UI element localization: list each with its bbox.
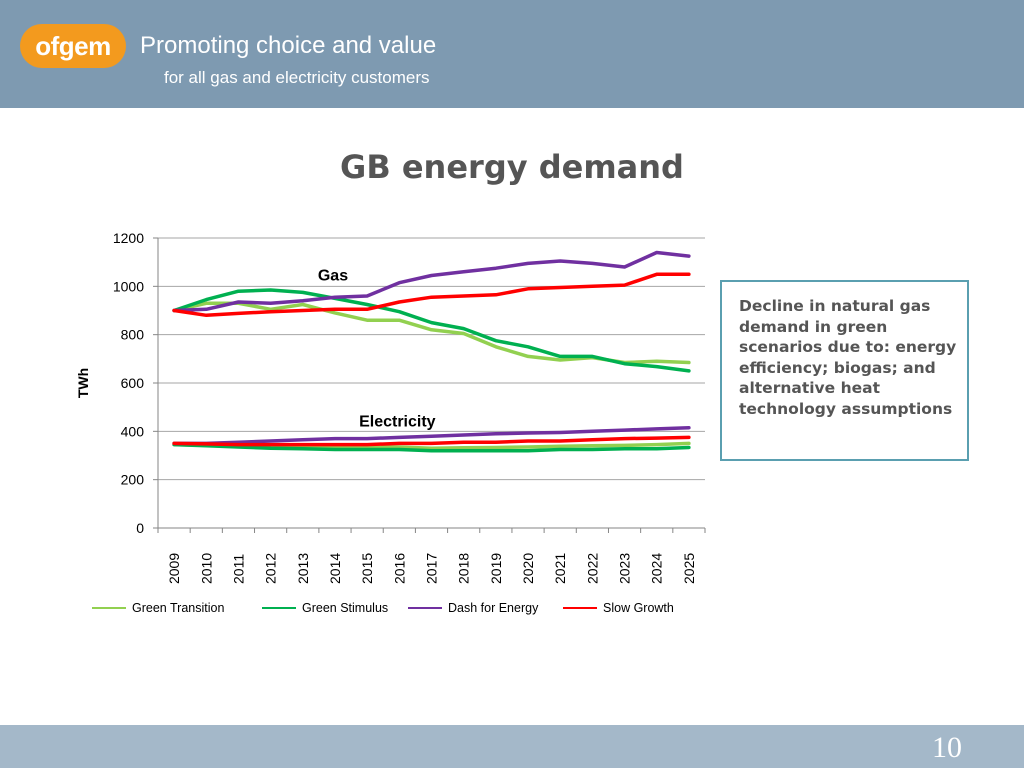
y-axis-title: TWh (75, 368, 91, 398)
callout-box: Decline in natural gas demand in green s… (720, 280, 969, 461)
legend-label: Green Stimulus (302, 601, 388, 615)
y-tick-label: 1200 (113, 230, 144, 246)
x-tick-label: 2018 (456, 553, 472, 584)
header-banner: ofgem Promoting choice and value for all… (0, 0, 1024, 108)
annotation-label: Electricity (359, 414, 436, 431)
tagline-primary: Promoting choice and value (140, 32, 437, 59)
annotation-label: Gas (318, 267, 348, 284)
series-line-gas-dash-for-energy (172, 250, 691, 313)
callout-text: Decline in natural gas demand in green s… (739, 297, 957, 418)
slide-title: GB energy demand (340, 148, 684, 186)
y-tick-label: 400 (121, 423, 145, 439)
x-tick-label: 2012 (263, 553, 279, 584)
x-tick-label: 2009 (166, 553, 182, 584)
series-line-electricity-green-stimulus (172, 442, 691, 453)
x-tick-label: 2017 (424, 553, 440, 584)
x-tick-label: 2019 (488, 553, 504, 584)
y-tick-label: 1000 (113, 278, 144, 294)
x-tick-label: 2015 (359, 553, 375, 584)
legend-label: Slow Growth (603, 601, 674, 615)
y-tick-label: 0 (136, 520, 144, 536)
x-tick-label: 2020 (520, 553, 536, 584)
x-tick-label: 2021 (552, 553, 568, 584)
y-tick-label: 600 (121, 375, 145, 391)
x-tick-label: 2023 (617, 553, 633, 584)
x-tick-label: 2010 (198, 553, 214, 584)
series-line-gas-slow-growth (172, 272, 691, 318)
page-number: 10 (932, 731, 962, 764)
series-line-electricity-dash-for-energy (172, 425, 691, 446)
series-line-gas-green-stimulus (172, 288, 691, 373)
footer-bar: 10 (0, 725, 1024, 768)
legend-label: Dash for Energy (448, 601, 539, 615)
energy-demand-chart: 0 200 400 600 800 1000 1200 2009 2010 2011 2012 201… (75, 230, 706, 615)
tagline-secondary: for all gas and electricity customers (164, 68, 430, 87)
x-tick-label: 2024 (649, 553, 665, 584)
legend-label: Green Transition (132, 601, 224, 615)
series-line-electricity-slow-growth (172, 435, 691, 447)
x-tick-label: 2016 (391, 553, 407, 584)
y-tick-label: 200 (121, 472, 145, 488)
x-tick-label: 2013 (295, 553, 311, 584)
x-tick-label: 2011 (230, 554, 246, 584)
y-tick-label: 800 (121, 327, 145, 343)
x-tick-label: 2022 (584, 553, 600, 584)
x-tick-label: 2025 (681, 553, 697, 584)
x-tick-label: 2014 (327, 553, 343, 584)
ofgem-logo: ofgem (20, 24, 126, 68)
